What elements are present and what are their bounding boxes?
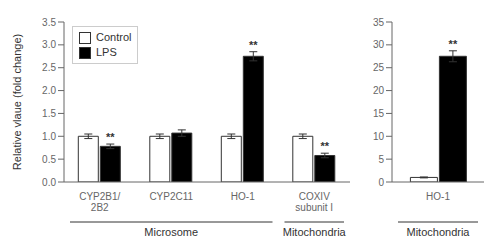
html-text:LPS: LPS bbox=[96, 46, 117, 58]
svg-text:Mitochondria: Mitochondria bbox=[283, 226, 347, 238]
svg-text:HO-1: HO-1 bbox=[426, 191, 450, 202]
svg-text:1.0: 1.0 bbox=[42, 131, 56, 142]
svg-text:25: 25 bbox=[373, 62, 385, 73]
svg-text:35: 35 bbox=[373, 17, 385, 28]
svg-text:5: 5 bbox=[378, 154, 384, 165]
svg-text:0.0: 0.0 bbox=[42, 177, 56, 188]
svg-text:15: 15 bbox=[373, 108, 385, 119]
svg-text:Mitochondria: Mitochondria bbox=[407, 226, 471, 238]
svg-text:CYP2B1/2B2: CYP2B1/2B2 bbox=[79, 191, 120, 213]
svg-text:Microsome: Microsome bbox=[144, 226, 198, 238]
svg-text:0: 0 bbox=[378, 177, 384, 188]
svg-text:CYP2C11: CYP2C11 bbox=[149, 191, 193, 202]
svg-text:HO-1: HO-1 bbox=[231, 191, 255, 202]
svg-text:0.5: 0.5 bbox=[42, 154, 56, 165]
svg-text:2.5: 2.5 bbox=[42, 62, 56, 73]
svg-text:Relative vlaue (fold change): Relative vlaue (fold change) bbox=[11, 34, 23, 170]
svg-text:**: ** bbox=[249, 39, 258, 51]
svg-text:10: 10 bbox=[373, 131, 385, 142]
html-text:Control: Control bbox=[96, 31, 132, 43]
svg-text:**: ** bbox=[106, 131, 115, 143]
svg-text:3.5: 3.5 bbox=[42, 17, 56, 28]
svg-text:2.0: 2.0 bbox=[42, 85, 56, 96]
svg-text:**: ** bbox=[321, 140, 330, 152]
svg-text:30: 30 bbox=[373, 39, 385, 50]
svg-text:3.0: 3.0 bbox=[42, 39, 56, 50]
svg-text:1.5: 1.5 bbox=[42, 108, 56, 119]
svg-text:20: 20 bbox=[373, 85, 385, 96]
svg-text:COXIVsubunit I: COXIVsubunit I bbox=[295, 191, 333, 213]
svg-text:**: ** bbox=[449, 38, 458, 50]
